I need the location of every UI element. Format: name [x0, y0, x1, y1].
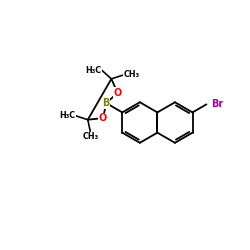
Text: O: O [114, 88, 122, 98]
Text: H₃C: H₃C [86, 66, 102, 75]
Text: CH₃: CH₃ [124, 70, 140, 80]
Text: Br: Br [211, 99, 223, 109]
Text: CH₃: CH₃ [82, 132, 98, 141]
Text: H₃C: H₃C [60, 111, 76, 120]
Text: O: O [99, 113, 107, 123]
Text: B: B [102, 98, 110, 108]
